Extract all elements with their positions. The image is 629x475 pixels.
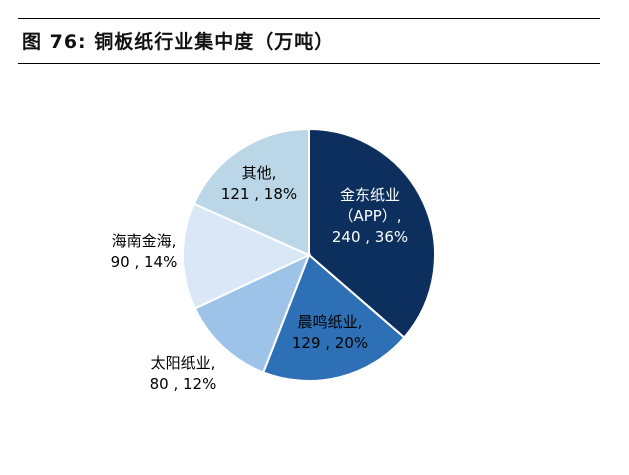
slice-label-line: 121 , 18% (221, 185, 297, 203)
slice-label-line: 80 , 12% (150, 375, 217, 393)
slice-label-line: 90 , 14% (111, 253, 178, 271)
slice-label: 海南金海, 90 , 14% (111, 232, 178, 271)
slice-label: 晨鸣纸业, 129 , 20% (292, 313, 368, 352)
slice-label-line: 其他, (242, 164, 277, 182)
pie-slice (308, 127, 436, 339)
slice-label: 其他, 121 , 18% (221, 164, 297, 203)
slice-label-line: 太阳纸业, (151, 354, 216, 372)
pie-slice (192, 127, 310, 257)
slice-label: 金东纸业 （APP）, 240 , 36% (332, 186, 408, 246)
slice-label-line: 晨鸣纸业, (298, 313, 363, 331)
pie-slice (193, 253, 311, 374)
bottom-rule (18, 63, 600, 64)
pie-slice (261, 253, 406, 382)
slice-label-line: （APP）, (338, 207, 401, 225)
chart-title: 图 76: 铜板纸行业集中度（万吨） (22, 31, 335, 53)
slice-label-line: 金东纸业 (340, 186, 400, 204)
slice-label-line: 129 , 20% (292, 334, 368, 352)
title-bar: 图 76: 铜板纸行业集中度（万吨） (18, 0, 600, 64)
slice-label-line: 240 , 36% (332, 228, 408, 246)
pie-slice (182, 202, 312, 310)
slice-label: 太阳纸业, 80 , 12% (150, 354, 217, 393)
top-rule (18, 18, 600, 19)
slice-label-line: 海南金海, (112, 232, 177, 250)
